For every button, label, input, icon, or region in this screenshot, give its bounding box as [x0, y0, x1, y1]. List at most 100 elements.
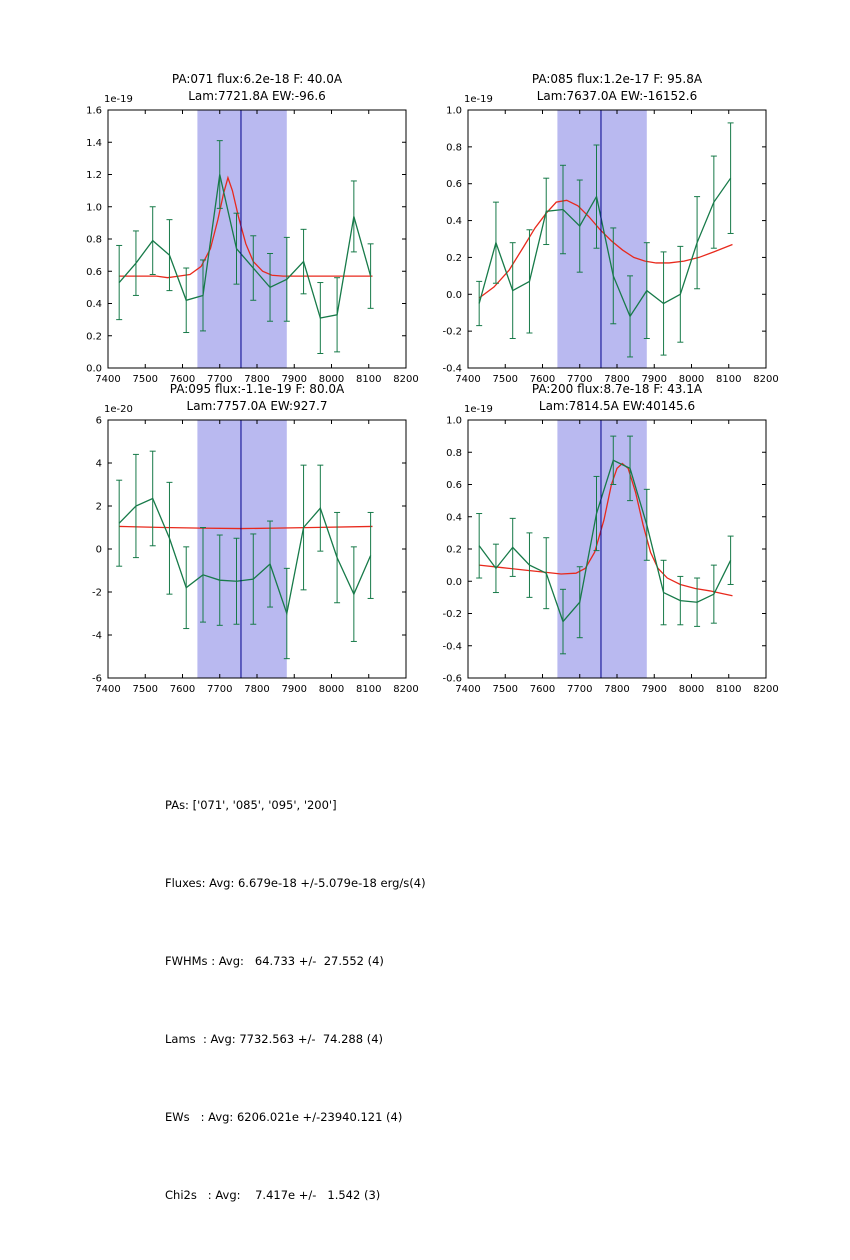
y-tick-label: 0.8: [446, 142, 462, 153]
x-tick-label: 8200: [393, 374, 418, 385]
y-axis-offset-label: 1e-19: [104, 94, 133, 105]
x-tick-label: 8100: [716, 374, 741, 385]
fit-line: [478, 199, 733, 299]
fit-line: [119, 175, 373, 279]
x-tick-label: 8100: [716, 684, 741, 695]
y-tick-label: -0.6: [442, 674, 462, 685]
y-tick-label: 6: [96, 416, 102, 427]
chart-svg: 7400 7500 7600 7700 7800 7900 8000 8100 8200 0.0 0…: [86, 72, 419, 386]
summary-line-ews: EWs : Avg: 6206.021e +/-23940.121 (4): [165, 1110, 403, 1124]
y-tick-label: 0.0: [446, 577, 462, 588]
y-tick-label: 0.0: [86, 364, 102, 375]
chart-svg: 7400 7500 7600 7700 7800 7900 8000 8100 8200 -0.4…: [442, 72, 778, 385]
x-tick-label: 7600: [170, 684, 195, 695]
summary-line-pas: PAs: ['071', '085', '095', '200']: [165, 798, 337, 812]
y-tick-label: -0.4: [442, 364, 462, 375]
x-tick-label: 7800: [244, 684, 269, 695]
x-tick-label: 8100: [356, 374, 381, 385]
highlight-band: [197, 420, 287, 678]
y-tick-label: 1.4: [86, 138, 102, 149]
x-tick-label: 7700: [207, 374, 232, 385]
y-tick-label: 0.6: [446, 480, 462, 491]
x-tick-label: 7500: [493, 684, 518, 695]
x-tick-label: 7500: [133, 684, 158, 695]
data-line: [118, 497, 372, 617]
y-tick-label: 0.2: [446, 253, 462, 264]
chart-svg: 7400 7500 7600 7700 7800 7900 8000 8100 8200 -6 -4…: [92, 382, 419, 696]
y-tick-label: 1.2: [86, 170, 102, 181]
subplot-title-line1: PA:200 flux:8.7e-18 F: 43.1A: [532, 382, 703, 396]
x-tick-label: 8200: [393, 684, 418, 695]
summary-line-fwhms: FWHMs : Avg: 64.733 +/- 27.552 (4): [165, 954, 384, 968]
x-tick-label: 8000: [679, 684, 704, 695]
tick-marks: [107, 109, 407, 369]
y-tick-label: 0.8: [86, 235, 102, 246]
x-tick-label: 7700: [207, 684, 232, 695]
chart-svg: 7400 7500 7600 7700 7800 7900 8000 8100 8200 -0.6…: [442, 382, 778, 695]
y-axis-offset-label: 1e-19: [464, 404, 493, 415]
x-tick-label: 7400: [95, 374, 120, 385]
x-tick-label: 7900: [282, 684, 307, 695]
subplot-pa085: 7400 7500 7600 7700 7800 7900 8000 8100 8200 -0.4…: [410, 70, 780, 400]
highlight-band: [557, 110, 647, 368]
y-tick-label: 1.0: [446, 416, 462, 427]
x-tick-label: 7700: [567, 684, 592, 695]
y-tick-label: 0.8: [446, 448, 462, 459]
fit-line: [479, 462, 733, 597]
tick-marks: [467, 419, 767, 679]
data-line: [478, 459, 732, 623]
tick-marks: [107, 419, 407, 679]
y-tick-label: 1.0: [86, 202, 102, 213]
x-tick-label: 7700: [567, 374, 592, 385]
y-tick-label: 0.4: [446, 216, 462, 227]
figure-canvas: 7400 7500 7600 7700 7800 7900 8000 8100 8200 0.0 0…: [50, 70, 780, 1202]
y-tick-label: 1.0: [446, 106, 462, 117]
summary-line-fluxes: Fluxes: Avg: 6.679e-18 +/-5.079e-18 erg/…: [165, 876, 426, 890]
x-tick-label: 7600: [530, 684, 555, 695]
y-tick-label: -0.2: [442, 609, 462, 620]
y-tick-label: 0.2: [86, 331, 102, 342]
tick-marks: [467, 109, 767, 369]
x-tick-label: 7400: [455, 684, 480, 695]
data-line: [478, 177, 732, 318]
y-tick-label: 0.0: [446, 290, 462, 301]
y-tick-label: 0: [96, 545, 102, 556]
y-tick-label: 2: [96, 502, 102, 513]
subplot-title-line2: Lam:7721.8A EW:-96.6: [188, 89, 326, 103]
x-tick-label: 7600: [170, 374, 195, 385]
x-tick-label: 8000: [319, 374, 344, 385]
x-tick-label: 7900: [642, 374, 667, 385]
y-tick-label: -2: [92, 588, 102, 599]
x-tick-label: 8200: [753, 374, 778, 385]
subplot-title-line1: PA:071 flux:6.2e-18 F: 40.0A: [172, 72, 343, 86]
subplot-pa095: 7400 7500 7600 7700 7800 7900 8000 8100 8200 -6 -4…: [50, 380, 420, 710]
x-tick-label: 8000: [679, 374, 704, 385]
x-tick-label: 7900: [642, 684, 667, 695]
y-tick-label: 1.6: [86, 106, 102, 117]
x-tick-label: 7900: [282, 374, 307, 385]
y-tick-label: -0.2: [442, 327, 462, 338]
highlight-band: [557, 420, 647, 678]
data-line: [118, 174, 372, 319]
x-tick-label: 7400: [455, 374, 480, 385]
summary-line-lams: Lams : Avg: 7732.563 +/- 74.288 (4): [165, 1032, 384, 1046]
y-tick-label: 0.2: [446, 545, 462, 556]
summary-line-chi2s: Chi2s : Avg: 7.417e +/- 1.542 (3): [165, 1188, 381, 1202]
y-tick-label: 0.6: [86, 267, 102, 278]
x-tick-label: 7800: [604, 684, 629, 695]
y-tick-label: 4: [96, 459, 102, 470]
subplot-title-line1: PA:085 flux:1.2e-17 F: 95.8A: [532, 72, 703, 86]
x-tick-label: 7800: [244, 374, 269, 385]
tick-labels: 7400 7500 7600 7700 7800 7900 8000 8100 8200 -6 -4…: [92, 416, 419, 696]
x-tick-label: 8100: [356, 684, 381, 695]
x-tick-label: 8200: [753, 684, 778, 695]
y-axis-offset-label: 1e-19: [464, 94, 493, 105]
y-tick-label: 0.4: [86, 299, 102, 310]
summary-text-block: PAs: ['071', '085', '095', '200'] Fluxes…: [165, 740, 426, 1260]
y-tick-label: 0.4: [446, 512, 462, 523]
x-tick-label: 7500: [493, 374, 518, 385]
subplot-pa071: 7400 7500 7600 7700 7800 7900 8000 8100 8200 0.0 0…: [50, 70, 420, 400]
y-tick-label: -6: [92, 674, 102, 685]
tick-labels: 7400 7500 7600 7700 7800 7900 8000 8100 8200 0.0 0…: [86, 106, 419, 386]
x-tick-label: 8000: [319, 684, 344, 695]
